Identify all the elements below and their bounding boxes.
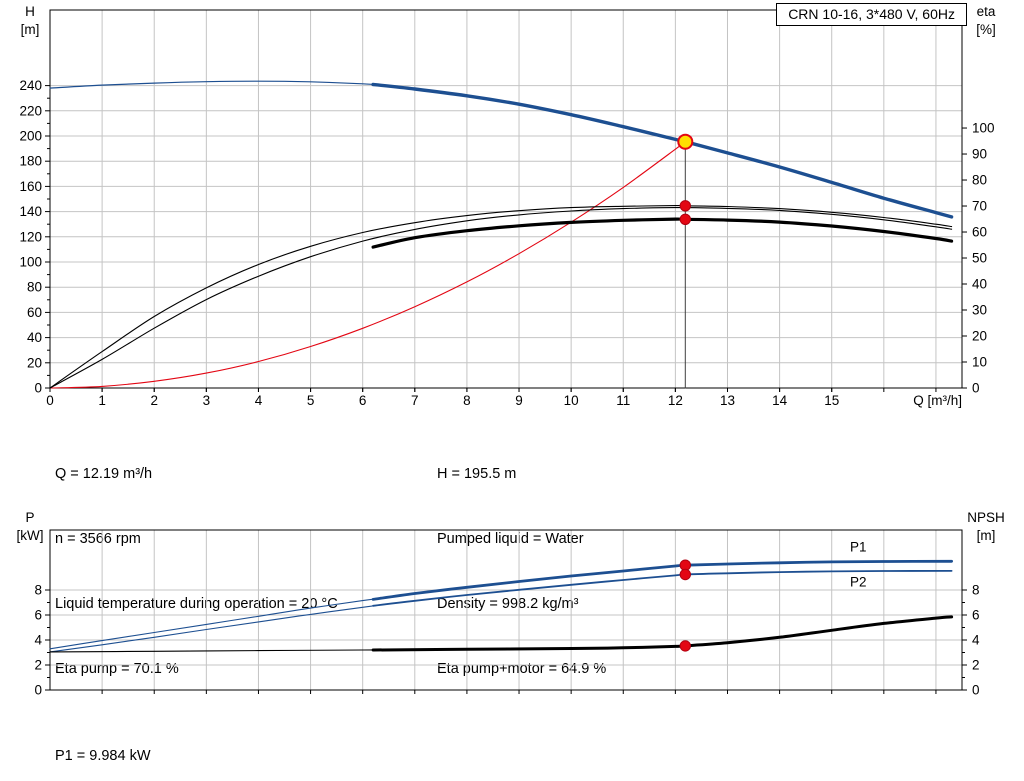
info-line-pumped-liquid: Pumped liquid = Water	[437, 530, 584, 547]
info-line-density: Density = 998.2 kg/m³	[437, 595, 579, 612]
tick-label-x: 13	[720, 393, 735, 408]
tick-label-left: 220	[19, 103, 42, 118]
tick-label-left: 0	[34, 683, 42, 698]
tick-label-left: 120	[19, 229, 42, 244]
x-axis-label: Q [m³/h]	[913, 393, 962, 408]
right-axis-title: NPSH	[967, 510, 1005, 525]
tick-label-left: 60	[27, 305, 42, 320]
hq-efficiency-chart: 0204060801001201401601802002202400102030…	[19, 4, 996, 408]
left-axis-unit: [kW]	[17, 528, 44, 543]
curve-label-p1: P1	[850, 539, 867, 554]
p1-curve-thick	[371, 559, 953, 601]
tick-label-right: 4	[972, 633, 980, 648]
tick-label-x: 2	[150, 393, 158, 408]
npsh-duty-marker	[679, 640, 691, 652]
eta-pump-curve-a	[49, 205, 953, 389]
plot-border	[49, 9, 963, 389]
power-npsh-chart: 0 2 4 6 8 0 2 4 6 8 P [kW] NPSH [m] P1 P2	[17, 510, 1005, 698]
tick-label-x: 3	[203, 393, 211, 408]
right-axis-title: eta	[977, 4, 996, 19]
p2-duty-marker	[679, 568, 691, 581]
tick-label-right: 90	[972, 147, 987, 162]
curve-label-p2: P2	[850, 574, 867, 589]
tick-label-left: 180	[19, 154, 42, 169]
tick-label-x: 9	[515, 393, 523, 408]
info-line-q: Q = 12.19 m³/h	[55, 466, 153, 483]
eta-pump-marker	[679, 200, 691, 212]
tick-label-x: 11	[616, 393, 630, 408]
tick-label-left: 80	[27, 280, 42, 295]
tick-label-right: 30	[972, 303, 987, 318]
tick-label-x: 5	[307, 393, 315, 408]
npsh-curve-thick	[371, 615, 954, 652]
tick-label-x: 0	[46, 393, 54, 408]
system-curve	[49, 141, 686, 389]
tick-label-left: 140	[19, 204, 42, 219]
hq-curve-thin	[49, 80, 390, 89]
tick-label-right: 8	[972, 583, 980, 598]
tick-label-right: 20	[972, 329, 987, 344]
p2-curve-thin	[49, 603, 390, 653]
tick-label-x: 12	[668, 393, 683, 408]
tick-label-left: 100	[19, 255, 42, 270]
tick-label-left: 20	[27, 355, 42, 370]
hq-curve-thick	[371, 82, 954, 219]
tick-label-left: 4	[34, 633, 42, 648]
duty-info-bottom: P1 = 9.984 kW P2 = 9.243 kW NPSH = 3.53 …	[55, 700, 156, 781]
plot-border	[49, 529, 963, 691]
tick-label-right: 60	[972, 225, 987, 240]
tick-label-x: 7	[411, 393, 419, 408]
tick-label-right: 0	[972, 683, 980, 698]
tick-label-left: 0	[34, 381, 42, 396]
eta-pump-motor-curve	[371, 217, 954, 249]
p2-curve-thick	[372, 570, 953, 607]
info-line-n: n = 3566 rpm	[55, 530, 141, 547]
tick-label-right: 6	[972, 608, 980, 623]
tick-label-left: 2	[34, 658, 42, 673]
tick-label-left: 40	[27, 330, 42, 345]
tick-label-right: 100	[972, 121, 995, 136]
duty-point-marker	[677, 133, 694, 150]
tick-label-x: 10	[564, 393, 579, 408]
left-axis-unit: [m]	[21, 22, 40, 37]
tick-label-right: 70	[972, 199, 987, 214]
tick-label-right: 2	[972, 658, 980, 673]
npsh-curve-thin	[49, 649, 390, 653]
info-line-p1: P1 = 9.984 kW	[55, 748, 151, 765]
eta-pump-curve-b	[49, 207, 953, 389]
tick-label-right: 10	[972, 355, 987, 370]
tick-label-right: 40	[972, 277, 987, 292]
tick-label-left: 200	[19, 129, 42, 144]
right-axis-unit: [m]	[977, 528, 996, 543]
tick-label-right: 0	[972, 381, 980, 396]
tick-label-x: 14	[772, 393, 788, 408]
info-line-liquid-temp: Liquid temperature during operation = 20…	[55, 595, 338, 612]
tick-label-x: 4	[255, 393, 263, 408]
tick-label-left: 240	[19, 78, 42, 93]
right-axis-unit: [%]	[976, 22, 996, 37]
eta-pump-motor-marker	[679, 213, 691, 226]
info-line-h: H = 195.5 m	[437, 466, 517, 483]
left-axis-title: H	[25, 4, 35, 19]
tick-label-left: 160	[19, 179, 42, 194]
tick-label-x: 6	[359, 393, 367, 408]
tick-label-x: 15	[824, 393, 839, 408]
tick-label-right: 50	[972, 251, 987, 266]
tick-label-left: 6	[34, 608, 42, 623]
pump-model-title: CRN 10-16, 3*480 V, 60Hz	[776, 3, 967, 26]
tick-label-x: 1	[98, 393, 106, 408]
left-axis-title: P	[25, 510, 34, 525]
p1-curve-thin	[49, 596, 390, 650]
tick-label-right: 80	[972, 173, 987, 188]
tick-label-x: 8	[463, 393, 471, 408]
tick-label-left: 8	[34, 583, 42, 598]
